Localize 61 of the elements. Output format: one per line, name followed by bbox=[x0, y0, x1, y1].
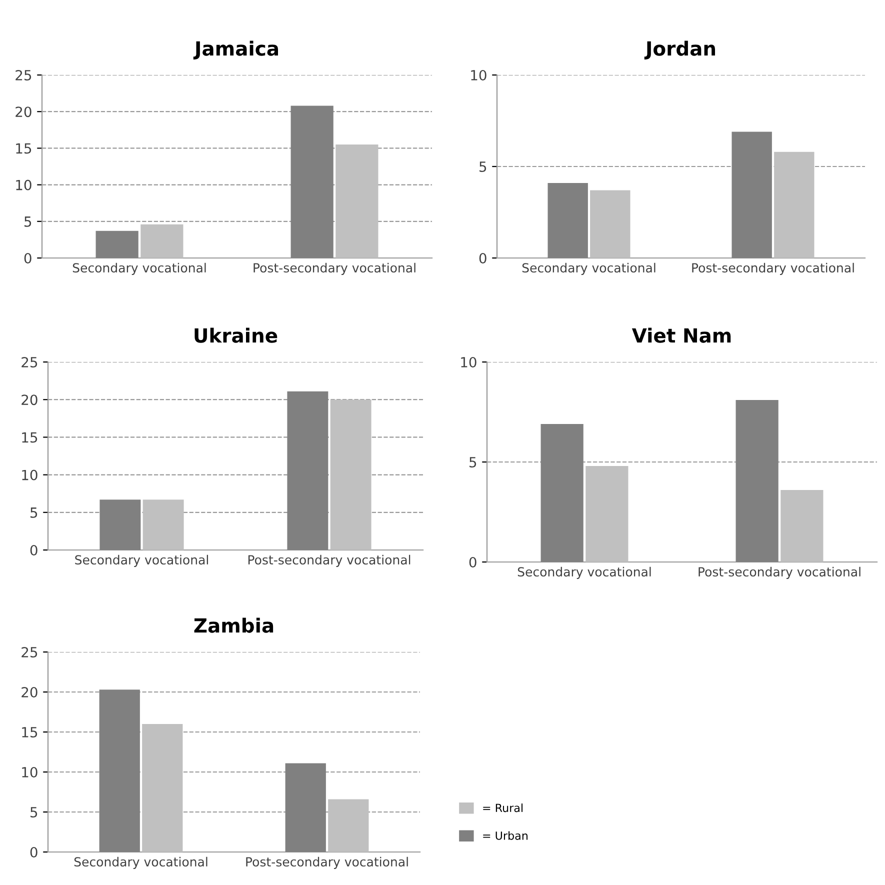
x-tick-label: Post-secondary vocational bbox=[698, 566, 860, 579]
y-tick-label: 0 bbox=[24, 252, 32, 264]
y-tick-label: 15 bbox=[22, 432, 38, 443]
y-tick-label: 10 bbox=[16, 180, 32, 190]
bar bbox=[732, 132, 772, 258]
x-tick-label: Secondary vocational bbox=[522, 262, 656, 275]
y-tick-label: 25 bbox=[16, 70, 32, 80]
bar bbox=[328, 799, 369, 852]
bar bbox=[736, 400, 778, 562]
y-tick-label: 25 bbox=[22, 646, 38, 658]
x-tick-label: Secondary vocational bbox=[74, 856, 208, 869]
bar bbox=[330, 400, 372, 550]
legend-label: = Rural bbox=[483, 803, 523, 812]
bar bbox=[142, 500, 184, 550]
y-tick-label: 10 bbox=[22, 470, 38, 480]
bar bbox=[140, 224, 184, 258]
x-tick-label: Secondary vocational bbox=[75, 554, 208, 567]
y-tick-label: 10 bbox=[22, 766, 38, 778]
bar bbox=[336, 144, 378, 258]
y-tick-label: 15 bbox=[16, 143, 32, 154]
chart-title: Ukraine bbox=[194, 328, 278, 343]
x-tick-label: Post-secondary vocational bbox=[254, 262, 416, 275]
bar bbox=[285, 763, 326, 852]
y-tick-label: 5 bbox=[30, 508, 38, 518]
bar bbox=[780, 490, 824, 562]
bar bbox=[540, 424, 584, 562]
y-tick-label: 20 bbox=[16, 106, 32, 118]
x-tick-label: Post-secondary vocational bbox=[246, 856, 408, 869]
y-tick-label: 5 bbox=[30, 807, 38, 818]
bar bbox=[774, 152, 814, 258]
bar bbox=[96, 230, 138, 258]
chart-title: Jamaica bbox=[193, 40, 278, 60]
x-tick-label: Post-secondary vocational bbox=[692, 262, 854, 275]
bar bbox=[287, 391, 328, 550]
y-tick-label: 0 bbox=[479, 252, 486, 264]
y-tick-label: 0 bbox=[30, 544, 38, 556]
y-tick-label: 10 bbox=[461, 356, 476, 368]
bar bbox=[100, 500, 141, 550]
x-tick-label: Post-secondary vocational bbox=[248, 554, 410, 567]
legend-label: = Urban bbox=[483, 831, 528, 840]
bar bbox=[590, 190, 630, 258]
y-tick-label: 0 bbox=[469, 556, 476, 568]
chart-title: Jordan bbox=[644, 40, 716, 60]
x-tick-label: Secondary vocational bbox=[518, 566, 651, 579]
y-tick-label: 0 bbox=[30, 846, 38, 858]
y-tick-label: 20 bbox=[22, 394, 38, 406]
y-tick-label: 10 bbox=[471, 70, 486, 80]
bar bbox=[290, 106, 334, 258]
chart-title: Zambia bbox=[194, 618, 274, 633]
x-tick-label: Secondary vocational bbox=[72, 262, 206, 275]
bar bbox=[586, 466, 628, 562]
y-tick-label: 5 bbox=[480, 162, 486, 172]
bar bbox=[548, 182, 588, 258]
y-tick-label: 5 bbox=[24, 216, 32, 227]
chart-title: Viet Nam bbox=[632, 328, 731, 343]
y-tick-label: 15 bbox=[22, 727, 38, 738]
y-tick-label: 20 bbox=[22, 686, 38, 698]
y-tick-label: 25 bbox=[22, 356, 38, 368]
bar bbox=[142, 724, 183, 852]
bar bbox=[99, 690, 140, 852]
y-tick-label: 5 bbox=[470, 457, 476, 468]
